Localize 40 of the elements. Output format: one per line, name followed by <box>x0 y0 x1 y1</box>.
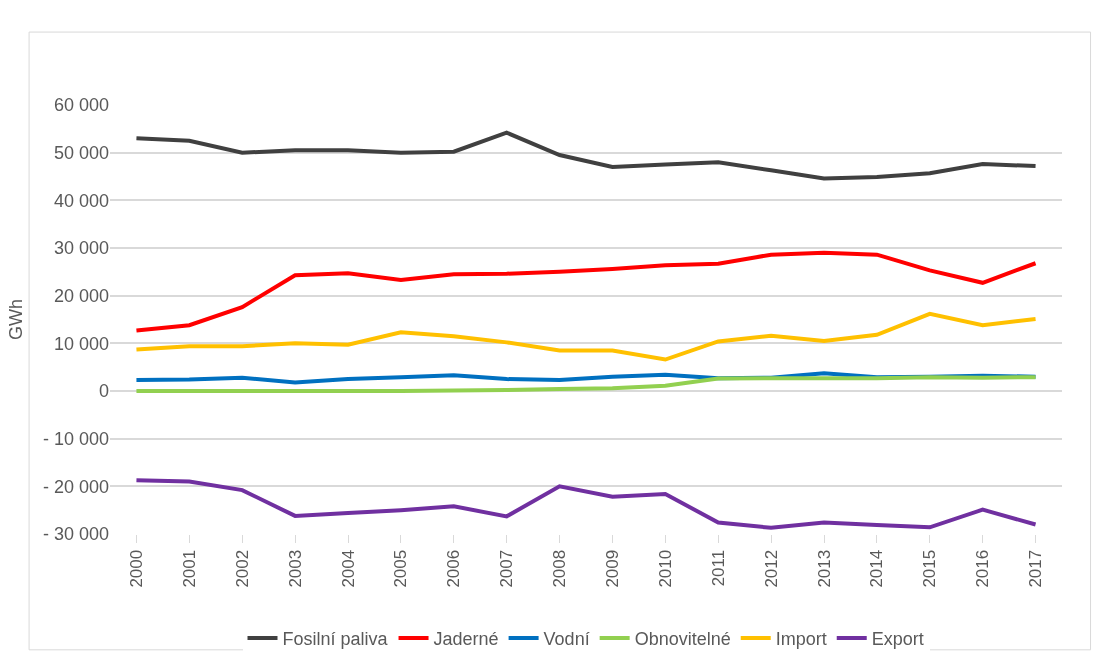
y-tick-label: 60 000 <box>53 95 109 116</box>
x-tick-label: 2017 <box>1026 549 1046 588</box>
x-tick-label: 2012 <box>761 549 781 588</box>
x-tick-label: 2002 <box>232 549 252 588</box>
x-tick-label: 2003 <box>285 549 305 588</box>
x-tick-label: 2009 <box>602 549 622 588</box>
x-tick-label: 2013 <box>814 549 834 588</box>
y-tick-label: - 30 000 <box>42 524 109 545</box>
y-tick-label: 0 <box>98 381 109 402</box>
y-tick-label: 50 000 <box>53 142 109 163</box>
x-tick-label: 2000 <box>126 549 146 588</box>
x-tick-label: 2014 <box>867 549 887 588</box>
x-tick-label: 2007 <box>497 549 517 588</box>
line-series <box>134 311 1038 362</box>
line-series <box>134 375 1038 393</box>
legend-label: Import <box>775 629 827 650</box>
legend-label: Obnovitelné <box>634 629 731 650</box>
legend-label: Export <box>871 629 924 650</box>
line-series <box>134 478 1038 530</box>
x-tick-label: 2010 <box>655 549 675 588</box>
y-tick-label: 20 000 <box>53 285 109 306</box>
x-tick-label: 2015 <box>920 549 940 588</box>
line-series <box>134 130 1038 181</box>
x-tick-label: 2011 <box>708 549 728 587</box>
x-tick-label: 2008 <box>550 549 570 588</box>
line-series <box>134 250 1038 333</box>
y-tick-label: 10 000 <box>53 333 109 354</box>
legend-label: Jaderné <box>433 629 499 650</box>
y-axis-title: GWh <box>6 298 27 341</box>
x-tick-label: 2006 <box>444 549 464 588</box>
x-tick-label: 2016 <box>973 549 993 588</box>
y-tick-label: - 20 000 <box>42 476 109 497</box>
legend-label: Fosilní paliva <box>282 629 389 650</box>
legend-label: Vodní <box>543 629 590 650</box>
y-tick-label: 40 000 <box>53 190 109 211</box>
y-tick-label: 30 000 <box>53 238 109 259</box>
x-tick-label: 2004 <box>338 549 358 588</box>
x-tick-label: 2005 <box>391 549 411 588</box>
y-tick-label: - 10 000 <box>42 428 109 449</box>
x-tick-label: 2001 <box>179 549 199 588</box>
